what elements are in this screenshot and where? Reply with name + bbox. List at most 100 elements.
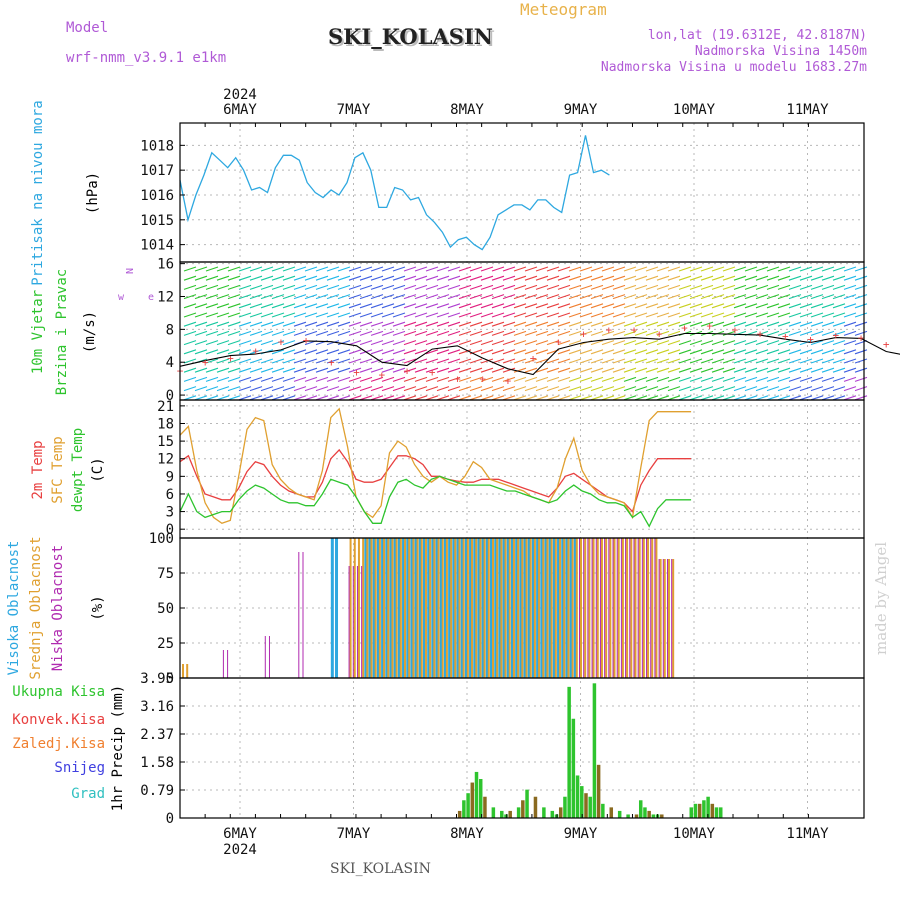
wind-barb bbox=[216, 395, 230, 401]
wind-barb bbox=[700, 386, 714, 392]
wind-barb bbox=[843, 349, 857, 355]
wind-barb bbox=[766, 330, 780, 336]
wind-barb bbox=[623, 376, 637, 382]
wind-barb bbox=[491, 330, 505, 336]
wind-barb bbox=[513, 266, 527, 272]
wind-barb bbox=[392, 367, 406, 373]
precip-bar bbox=[504, 814, 508, 818]
cloud-mid-bar bbox=[383, 538, 386, 678]
wind-barb bbox=[667, 376, 681, 382]
cloud-high-bar bbox=[490, 538, 494, 678]
bottom-day-label: 8MAY bbox=[450, 826, 484, 842]
wind-barb bbox=[381, 284, 395, 290]
precip-bar bbox=[580, 786, 584, 818]
wind-barb bbox=[601, 395, 615, 401]
wind-barb bbox=[337, 349, 351, 355]
wind-barb bbox=[403, 266, 417, 272]
wind-barb bbox=[194, 395, 208, 401]
wind-barb bbox=[348, 294, 362, 300]
wind-barb bbox=[546, 321, 560, 327]
cloud-high-bar bbox=[460, 538, 464, 678]
wind-barb bbox=[513, 294, 527, 300]
wind-barb bbox=[799, 340, 813, 346]
wind-barb bbox=[777, 321, 791, 327]
wind-barb bbox=[645, 294, 659, 300]
wind-barb bbox=[183, 358, 197, 364]
wind-barb bbox=[326, 358, 340, 364]
wind-barb bbox=[480, 321, 494, 327]
wind-barb bbox=[502, 284, 516, 290]
wind-barb bbox=[557, 294, 571, 300]
wind-barb bbox=[590, 358, 604, 364]
wind-barb bbox=[480, 275, 494, 281]
wind-barb bbox=[304, 367, 318, 373]
wind-barb bbox=[326, 312, 340, 318]
wind-barb bbox=[744, 321, 758, 327]
precip-bar bbox=[601, 803, 605, 818]
wind-barb bbox=[480, 395, 494, 401]
wind-barb bbox=[766, 358, 780, 364]
wind-barb bbox=[194, 275, 208, 281]
wind-barb bbox=[700, 358, 714, 364]
wind-barb bbox=[656, 294, 670, 300]
wind-barb bbox=[480, 376, 494, 382]
wind-barb bbox=[414, 275, 428, 281]
wind-barb bbox=[183, 275, 197, 281]
precip-bar bbox=[491, 807, 496, 818]
wind-barb bbox=[315, 386, 329, 392]
wind-barb bbox=[227, 340, 241, 346]
wind-barb bbox=[260, 275, 274, 281]
wind-barb bbox=[711, 349, 725, 355]
y-tick-label: 0 bbox=[166, 388, 174, 404]
wind-barb bbox=[700, 312, 714, 318]
wind-barb bbox=[568, 303, 582, 309]
wind-barb bbox=[458, 376, 472, 382]
wind-barb bbox=[722, 349, 736, 355]
wind-barb bbox=[414, 330, 428, 336]
wind-barb bbox=[205, 312, 219, 318]
cloud-mid-bar bbox=[550, 538, 553, 678]
wind-barb bbox=[348, 275, 362, 281]
wind-barb bbox=[634, 376, 648, 382]
cloud-low-bar bbox=[222, 650, 224, 678]
wind-barb bbox=[777, 275, 791, 281]
wind-barb bbox=[524, 340, 538, 346]
wind-barb bbox=[612, 367, 626, 373]
wind-barb bbox=[689, 367, 703, 373]
wind-barb bbox=[381, 386, 395, 392]
wind-barb bbox=[700, 294, 714, 300]
cloud-mid-bar bbox=[621, 538, 624, 678]
cloud-high-bar bbox=[376, 538, 380, 678]
wind-barb bbox=[469, 376, 483, 382]
cloud-mid-bar bbox=[617, 538, 620, 678]
wind-gust-mark: + bbox=[605, 323, 612, 336]
wind-barb bbox=[755, 266, 769, 272]
wind-gust-mark: + bbox=[404, 364, 411, 377]
precip-bar bbox=[584, 793, 588, 818]
cloud-mid-bar bbox=[613, 538, 616, 678]
wind-barb bbox=[766, 395, 780, 401]
cloud-mid-bar bbox=[563, 538, 566, 678]
y-tick-label: 3.16 bbox=[140, 699, 174, 715]
sfc-temp-label: SFC Temp bbox=[50, 436, 66, 503]
wind-barb bbox=[557, 284, 571, 290]
cloud-high-bar bbox=[418, 538, 422, 678]
wind-barb bbox=[249, 376, 263, 382]
wind-gust-mark: + bbox=[832, 329, 839, 342]
wind-barb bbox=[238, 284, 252, 290]
wind-barb bbox=[370, 395, 384, 401]
wind-barb bbox=[359, 303, 373, 309]
wind-barb bbox=[612, 312, 626, 318]
wind-barb bbox=[370, 303, 384, 309]
wind-barb bbox=[260, 386, 274, 392]
wind-barb bbox=[711, 275, 725, 281]
precip-bar bbox=[596, 764, 601, 818]
credit-watermark: made by Angel bbox=[872, 542, 890, 655]
cloud-high-bar bbox=[335, 538, 339, 678]
wind-barb bbox=[491, 312, 505, 318]
cloud-low-bar bbox=[356, 566, 358, 678]
wind-barb bbox=[370, 275, 384, 281]
wind-barb bbox=[711, 303, 725, 309]
wind-barb bbox=[513, 395, 527, 401]
wind-barb bbox=[315, 330, 329, 336]
